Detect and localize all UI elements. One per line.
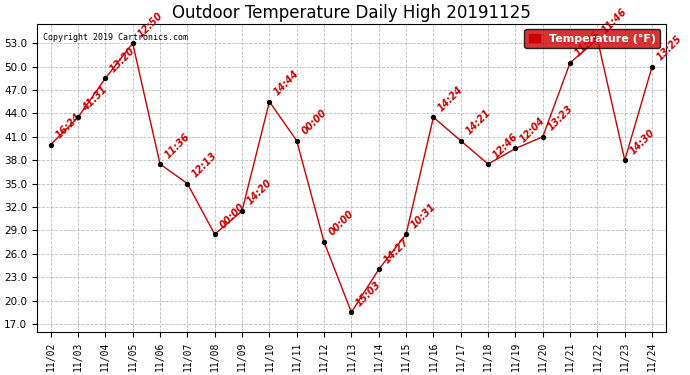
- Text: 41:31: 41:31: [81, 84, 110, 113]
- Text: 12:46: 12:46: [491, 131, 520, 160]
- Text: 14:30: 14:30: [627, 127, 656, 156]
- Text: 00:00: 00:00: [299, 108, 328, 136]
- Text: 12:13: 12:13: [190, 150, 219, 179]
- Text: Copyright 2019 Cartronics.com: Copyright 2019 Cartronics.com: [43, 33, 188, 42]
- Point: [455, 138, 466, 144]
- Point: [100, 75, 111, 81]
- Point: [209, 231, 220, 237]
- Legend: Temperature (°F): Temperature (°F): [524, 29, 660, 48]
- Point: [592, 36, 603, 42]
- Point: [346, 309, 357, 315]
- Text: 12:50: 12:50: [135, 10, 164, 39]
- Text: 11:46: 11:46: [573, 30, 602, 58]
- Text: 14:21: 14:21: [464, 108, 493, 136]
- Point: [155, 161, 166, 167]
- Point: [127, 40, 138, 46]
- Text: 13:20: 13:20: [108, 45, 137, 74]
- Point: [510, 146, 521, 152]
- Text: 16:24: 16:24: [53, 111, 82, 140]
- Point: [291, 138, 302, 144]
- Point: [72, 114, 83, 120]
- Text: 13:23: 13:23: [546, 104, 575, 133]
- Point: [647, 64, 658, 70]
- Text: 10:31: 10:31: [409, 201, 437, 230]
- Text: 14:20: 14:20: [245, 178, 274, 207]
- Point: [45, 142, 56, 148]
- Point: [619, 157, 630, 163]
- Point: [237, 208, 248, 214]
- Point: [482, 161, 493, 167]
- Point: [373, 266, 384, 272]
- Text: 12:04: 12:04: [518, 116, 547, 144]
- Point: [564, 60, 575, 66]
- Text: 15:03: 15:03: [354, 279, 383, 308]
- Text: 11:46: 11:46: [600, 6, 629, 35]
- Text: 13:25: 13:25: [655, 33, 684, 63]
- Point: [319, 239, 330, 245]
- Point: [538, 134, 549, 140]
- Text: 14:27: 14:27: [382, 236, 411, 265]
- Text: 14:44: 14:44: [272, 69, 301, 98]
- Text: 00:00: 00:00: [327, 209, 356, 238]
- Point: [182, 181, 193, 187]
- Text: 14:24: 14:24: [436, 84, 465, 113]
- Point: [264, 99, 275, 105]
- Point: [401, 231, 412, 237]
- Text: 00:00: 00:00: [217, 201, 246, 230]
- Title: Outdoor Temperature Daily High 20191125: Outdoor Temperature Daily High 20191125: [172, 4, 531, 22]
- Text: 11:36: 11:36: [163, 131, 192, 160]
- Point: [428, 114, 439, 120]
